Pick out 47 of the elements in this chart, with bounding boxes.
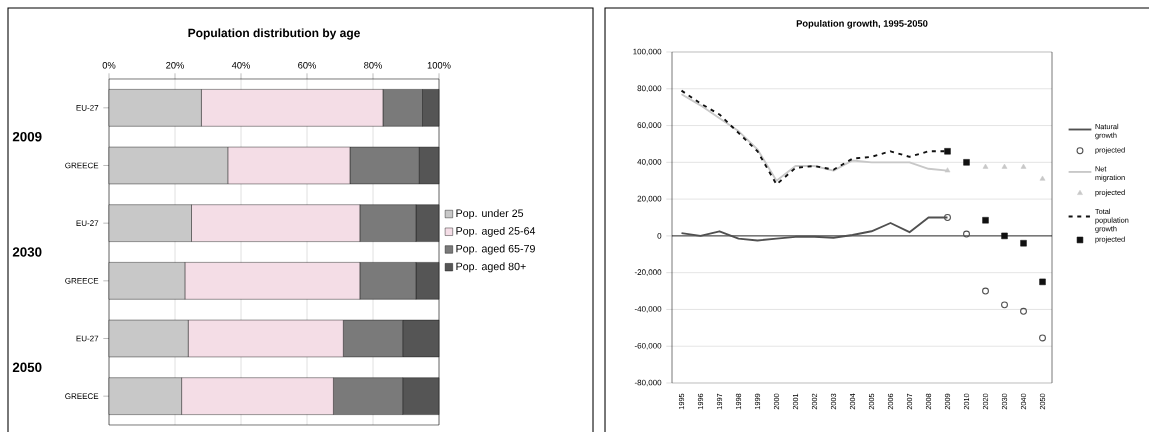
text: 2050 bbox=[12, 362, 42, 373]
y-tick-label: 100,000 bbox=[633, 48, 662, 56]
x-tick-label: 20% bbox=[166, 62, 185, 69]
y-tick-label: EU-27 bbox=[76, 105, 99, 111]
y-tick-label: GREECE bbox=[65, 393, 99, 399]
chart-title: Population growth, 1995-2050 bbox=[796, 19, 928, 29]
point bbox=[1039, 175, 1046, 181]
y-tick-label: 60,000 bbox=[637, 122, 662, 129]
point bbox=[1020, 307, 1027, 315]
point bbox=[1001, 301, 1008, 309]
point bbox=[944, 167, 951, 173]
text: 2030 bbox=[12, 247, 42, 257]
text: 2009 bbox=[12, 131, 42, 142]
x-tick-label: 80% bbox=[364, 62, 383, 69]
point bbox=[1001, 232, 1008, 240]
point bbox=[1001, 163, 1008, 169]
y-tick-label: 20,000 bbox=[637, 195, 662, 203]
point bbox=[1039, 334, 1046, 342]
y-tick-label: -40,000 bbox=[634, 306, 662, 313]
point bbox=[944, 148, 951, 155]
legend-label: Pop. aged 65-79 bbox=[456, 244, 535, 255]
y-tick-label: 40,000 bbox=[637, 159, 662, 166]
y-tick-label: -20,000 bbox=[634, 269, 662, 276]
y-tick-label: -80,000 bbox=[634, 379, 662, 387]
point bbox=[982, 163, 989, 169]
point bbox=[982, 287, 989, 295]
legend-label: Pop. under 25 bbox=[456, 209, 524, 220]
y-tick-label: 0 bbox=[657, 233, 662, 239]
x-tick-label: 0% bbox=[102, 62, 116, 69]
point bbox=[963, 230, 970, 238]
y-tick-label: EU-27 bbox=[76, 335, 99, 342]
legend-label: Pop. aged 25-64 bbox=[456, 226, 536, 237]
x-tick-label: 60% bbox=[298, 62, 317, 69]
x-tick-label: 40% bbox=[231, 62, 251, 69]
point bbox=[1020, 163, 1027, 169]
point bbox=[1020, 240, 1027, 247]
chart-title: Population distribution by age bbox=[188, 28, 360, 40]
y-tick-label: GREECE bbox=[65, 278, 99, 284]
y-tick-label: 80,000 bbox=[637, 85, 662, 93]
point bbox=[963, 159, 970, 166]
y-tick-label: EU-27 bbox=[76, 220, 99, 226]
y-tick-label: GREECE bbox=[65, 162, 99, 169]
point bbox=[982, 217, 989, 224]
legend-label: Pop. aged 80+ bbox=[456, 262, 526, 273]
point bbox=[1039, 278, 1046, 286]
x-tick-label: 100% bbox=[427, 62, 451, 69]
y-tick-label: -60,000 bbox=[634, 342, 662, 350]
